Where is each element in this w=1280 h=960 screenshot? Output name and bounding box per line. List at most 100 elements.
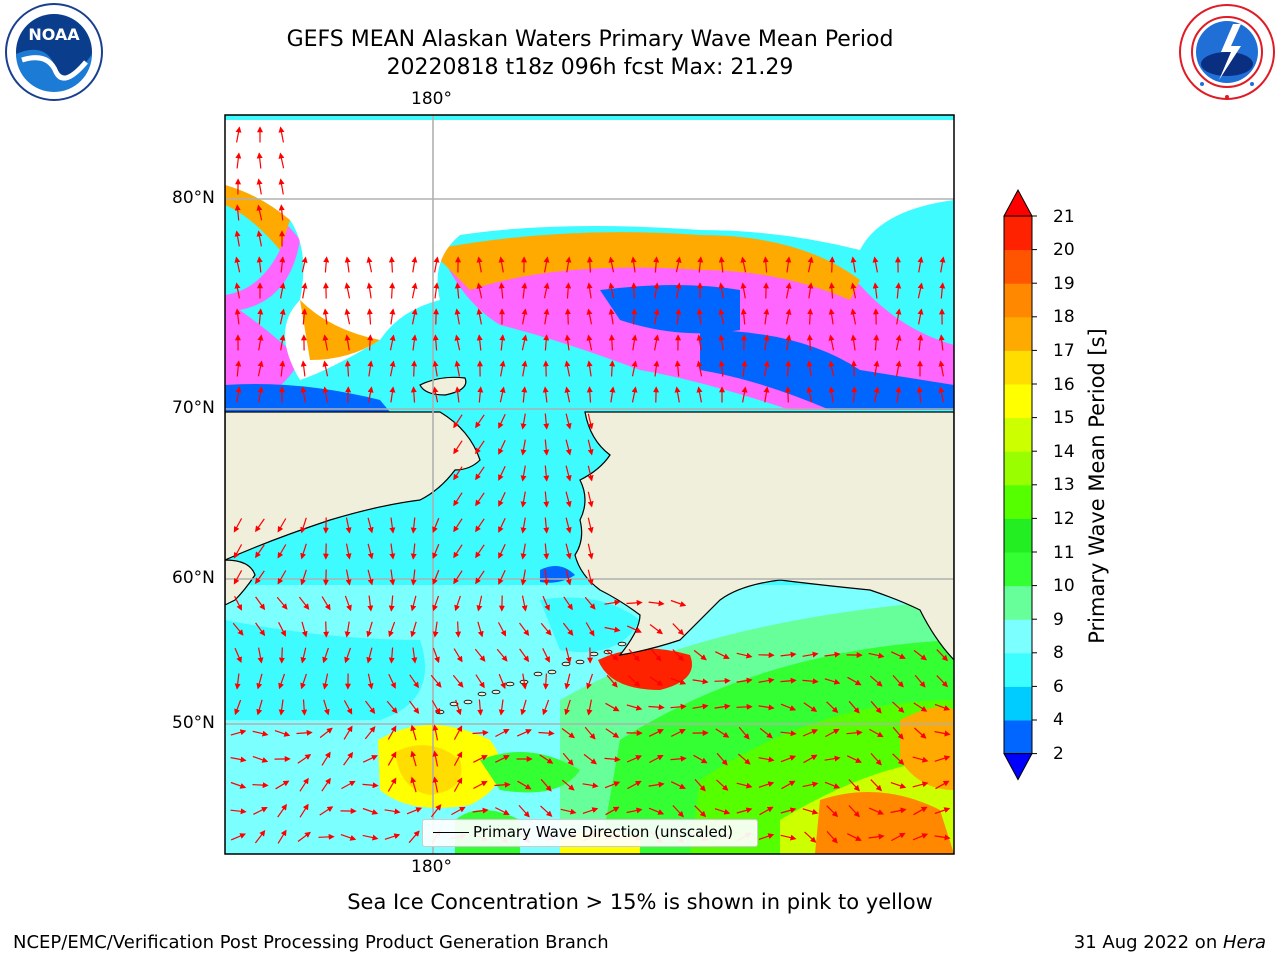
colorbar-segment — [1004, 518, 1032, 553]
wave-arrow — [738, 726, 750, 740]
wave-arrow — [475, 674, 485, 689]
wave-arrow — [387, 751, 397, 766]
wave-arrow — [938, 334, 945, 351]
wave-arrow — [319, 806, 334, 816]
wave-arrow — [675, 256, 682, 273]
wave-arrow — [785, 334, 792, 351]
wave-arrow — [913, 649, 927, 661]
wave-arrow — [453, 466, 463, 481]
wave-arrow — [474, 648, 486, 662]
land-polygon — [225, 559, 256, 606]
colorbar — [1003, 188, 1037, 781]
wave-arrow — [694, 779, 706, 792]
wave-arrow — [631, 360, 638, 377]
legend-line-icon — [433, 832, 469, 833]
wave-arrow — [892, 701, 905, 713]
wave-direction-arrows — [230, 126, 951, 844]
wave-arrow — [718, 308, 725, 325]
wave-arrow — [367, 517, 374, 534]
wave-arrow — [498, 413, 506, 429]
aleutian-island — [561, 661, 571, 667]
wave-arrow — [672, 623, 685, 636]
wave-arrow — [628, 675, 641, 688]
wave-arrow — [587, 491, 594, 508]
wave-arrow — [626, 704, 643, 711]
wave-arrow — [759, 727, 773, 739]
wave-arrow — [520, 439, 527, 456]
wave-arrow — [828, 308, 835, 325]
colorbar-max-extend — [1003, 188, 1033, 217]
wave-arrow — [872, 282, 879, 299]
wave-arrow — [604, 756, 621, 763]
wave-arrow — [828, 282, 835, 299]
wave-arrow — [341, 780, 356, 790]
cb-tick: 6 — [1053, 677, 1064, 697]
wave-arrow — [653, 334, 660, 351]
wave-arrow — [388, 621, 396, 638]
wave-arrow — [736, 782, 753, 789]
aleutian-island — [477, 691, 487, 697]
aleutian-island — [505, 681, 515, 687]
aleutian-island — [547, 669, 557, 675]
wave-arrow — [345, 517, 352, 534]
wave-arrow — [587, 517, 594, 534]
nws-emblem-icon — [1179, 4, 1275, 100]
colorbar-segment — [1004, 552, 1032, 587]
period-contour — [540, 597, 640, 652]
wave-arrow — [410, 621, 417, 638]
wave-arrow — [256, 204, 263, 221]
wave-arrow — [892, 675, 904, 688]
wave-arrow — [277, 518, 287, 533]
wave-arrow — [649, 624, 663, 635]
wave-arrow — [763, 308, 770, 325]
wave-arrow — [300, 360, 307, 377]
cb-tick: 18 — [1053, 307, 1075, 327]
wave-arrow — [384, 833, 401, 840]
wave-arrow — [934, 703, 951, 711]
wave-arrow — [649, 676, 664, 686]
wave-arrow — [388, 647, 395, 664]
wave-arrow — [740, 282, 747, 299]
wave-arrow — [846, 755, 862, 763]
wave-arrow — [279, 282, 286, 299]
wave-arrow — [873, 360, 880, 377]
wave-arrow — [453, 751, 463, 766]
wave-arrow — [736, 677, 753, 684]
wave-arrow — [938, 386, 945, 403]
wave-arrow — [565, 569, 572, 586]
wave-arrow — [934, 755, 951, 762]
cb-tick: 8 — [1053, 643, 1064, 663]
wave-arrow — [802, 651, 819, 658]
wave-arrow — [583, 753, 597, 765]
wave-arrow — [455, 699, 462, 716]
wave-arrow — [296, 729, 313, 736]
wave-arrow — [299, 777, 309, 792]
wave-arrow — [344, 621, 351, 638]
cb-tick: 4 — [1053, 710, 1064, 730]
cb-tick: 20 — [1053, 240, 1075, 260]
wave-arrow — [366, 282, 373, 299]
wave-arrow — [517, 780, 532, 790]
wave-arrow — [475, 440, 485, 455]
lat-label-60: 60°N — [172, 568, 215, 588]
wave-arrow — [476, 282, 483, 299]
wave-arrow — [714, 808, 731, 815]
wave-arrow — [890, 651, 906, 659]
wave-arrow — [521, 360, 528, 377]
wave-arrow — [410, 776, 417, 793]
wave-arrow — [565, 491, 572, 508]
wave-arrow — [234, 256, 241, 273]
wave-arrow — [410, 569, 417, 586]
wave-arrow — [826, 805, 839, 818]
wave-arrow — [780, 703, 797, 711]
wave-arrow — [432, 334, 439, 351]
wave-arrow — [279, 334, 286, 351]
wave-arrow — [582, 782, 599, 789]
wave-arrow — [301, 699, 308, 716]
wave-arrow — [543, 517, 550, 534]
wave-arrow — [653, 360, 660, 377]
wave-arrow — [626, 755, 643, 763]
wave-arrow — [674, 360, 681, 377]
wave-arrow — [521, 595, 528, 612]
wave-arrow — [716, 779, 729, 791]
